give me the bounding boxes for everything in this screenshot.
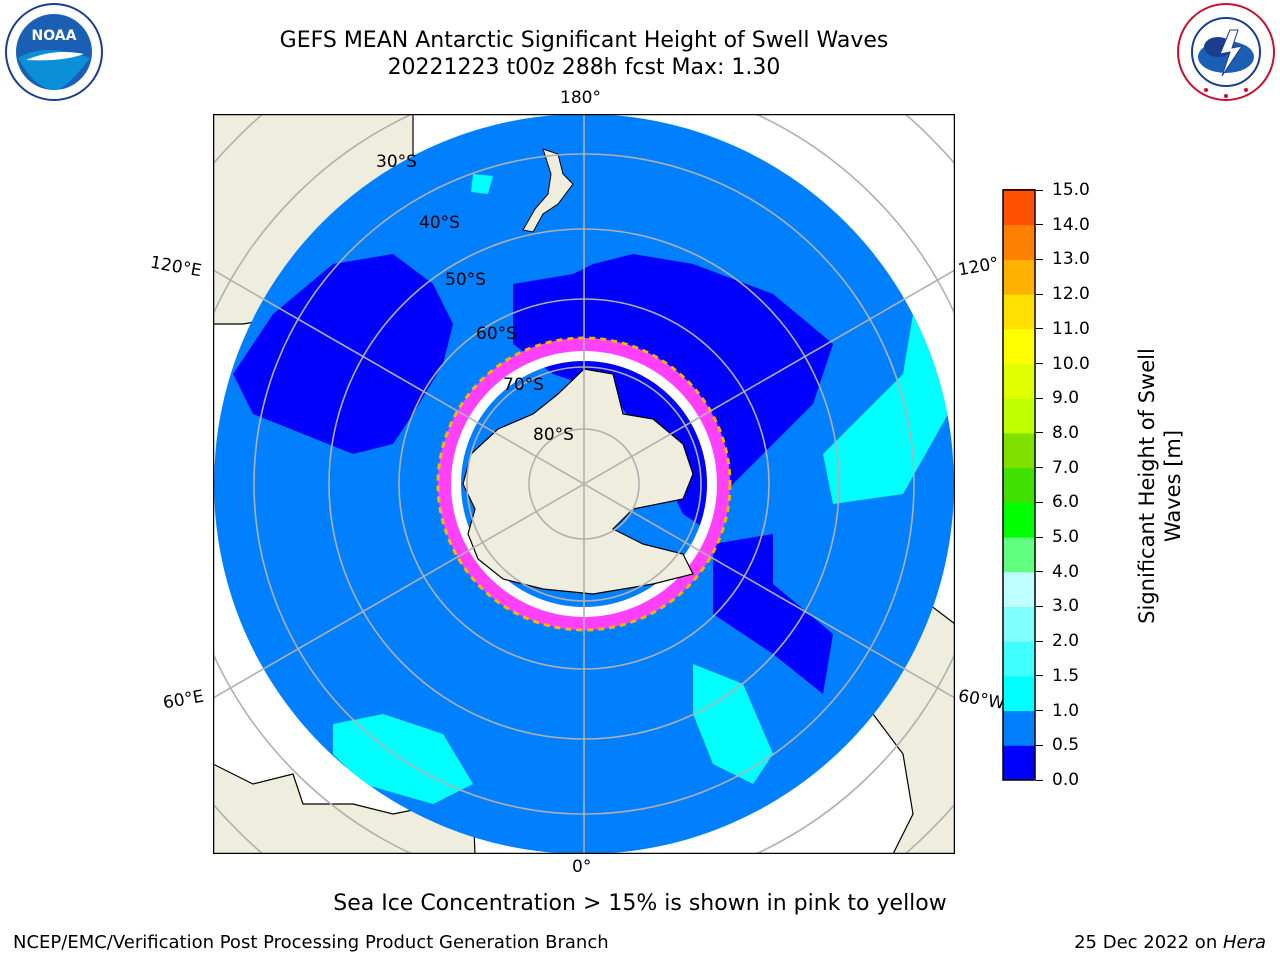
colorbar-tick-mark xyxy=(1036,432,1043,434)
colorbar-segment xyxy=(1003,467,1035,503)
colorbar-segment xyxy=(1003,571,1035,607)
colorbar xyxy=(1002,189,1036,781)
lat-label-50s: 50°S xyxy=(445,270,486,290)
colorbar-segment xyxy=(1003,537,1035,573)
land-new-zealand xyxy=(522,148,574,233)
colorbar-tick-mark xyxy=(1036,779,1043,781)
colorbar-tick-mark xyxy=(1036,710,1043,712)
colorbar-tick-label: 0.0 xyxy=(1052,770,1080,790)
colorbar-tick-mark xyxy=(1036,328,1043,330)
colorbar-segment xyxy=(1003,363,1035,399)
colorbar-segment xyxy=(1003,675,1035,712)
swell-1.0-1.5-region xyxy=(823,314,948,504)
colorbar-tick-label: 0.5 xyxy=(1052,735,1080,756)
colorbar-tick-label: 5.0 xyxy=(1052,527,1080,548)
colorbar-segment xyxy=(1003,502,1035,538)
colorbar-segment xyxy=(1003,259,1035,295)
land-africa xyxy=(213,763,476,854)
lon-label-60e: 60°E xyxy=(161,686,206,714)
graticule xyxy=(213,114,955,854)
colorbar-segment xyxy=(1003,224,1035,260)
colorbar-tick-label: 6.0 xyxy=(1052,492,1080,513)
colorbar-tick-label: 7.0 xyxy=(1052,457,1080,478)
colorbar-segment xyxy=(1003,606,1035,642)
sea-ice-note: Sea Ice Concentration > 15% is shown in … xyxy=(333,891,947,916)
colorbar-tick-label: 8.0 xyxy=(1052,422,1080,443)
colorbar-tick-label: 1.0 xyxy=(1052,700,1080,721)
colorbar-tick-mark xyxy=(1036,675,1043,677)
colorbar-tick-mark xyxy=(1036,363,1043,365)
lon-label-120w: 120° xyxy=(956,253,1001,281)
colorbar-tick-label: 13.0 xyxy=(1052,249,1090,270)
colorbar-segment xyxy=(1003,432,1035,469)
swell-0-0.5-region xyxy=(233,254,453,454)
colorbar-tick-mark xyxy=(1036,501,1043,503)
lon-label-60w: 60°W xyxy=(956,686,1007,714)
noaa-logo-text: NOAA xyxy=(32,28,77,44)
colorbar-segment xyxy=(1003,328,1035,365)
colorbar-tick-mark xyxy=(1036,189,1043,191)
colorbar-tick-label: 1.5 xyxy=(1052,665,1080,686)
colorbar-tick-mark xyxy=(1036,536,1043,538)
colorbar-tick-label: 14.0 xyxy=(1052,214,1090,235)
colorbar-tick-label: 15.0 xyxy=(1052,180,1090,200)
footer-date-text: 25 Dec 2022 on xyxy=(1074,932,1223,953)
colorbar-segment xyxy=(1003,641,1035,677)
colorbar-tick-mark xyxy=(1036,293,1043,295)
colorbar-segment xyxy=(1003,294,1035,330)
lon-label-180: 180° xyxy=(560,88,601,108)
colorbar-tick-mark xyxy=(1036,467,1043,469)
colorbar-tick-label: 3.0 xyxy=(1052,596,1080,617)
colorbar-label-line2: Waves [m] xyxy=(1161,429,1185,543)
colorbar-tick-mark xyxy=(1036,744,1043,746)
colorbar-tick-mark xyxy=(1036,224,1043,226)
chart-subtitle: 20221223 t00z 288h fcst Max: 1.30 xyxy=(387,55,781,80)
colorbar-segment xyxy=(1003,745,1035,781)
footer-date: 25 Dec 2022 on Hera xyxy=(1074,932,1266,953)
colorbar-segment xyxy=(1003,710,1035,746)
lat-label-30s: 30°S xyxy=(376,152,417,172)
colorbar-tick-mark xyxy=(1036,640,1043,642)
colorbar-tick-label: 4.0 xyxy=(1052,561,1080,582)
swell-1.0-1.5-region xyxy=(471,174,493,194)
colorbar-label: Significant Height of Swell Waves [m] xyxy=(1134,286,1186,686)
lon-label-0: 0° xyxy=(572,857,592,877)
swell-0-0.5-region xyxy=(713,534,833,694)
lat-label-40s: 40°S xyxy=(419,213,460,233)
colorbar-tick-label: 10.0 xyxy=(1052,353,1090,374)
colorbar-segment xyxy=(1003,398,1035,434)
polar-map xyxy=(213,114,955,854)
swell-1.0-1.5-region xyxy=(333,714,473,804)
colorbar-tick-mark xyxy=(1036,258,1043,260)
footer-machine: Hera xyxy=(1222,932,1266,953)
colorbar-label-line1: Significant Height of Swell xyxy=(1135,348,1159,624)
lat-label-80s: 80°S xyxy=(533,425,574,445)
colorbar-tick-mark xyxy=(1036,397,1043,399)
colorbar-tick-label: 12.0 xyxy=(1052,284,1090,305)
nws-logo xyxy=(1177,3,1275,101)
chart-title: GEFS MEAN Antarctic Significant Height o… xyxy=(279,28,889,53)
footer-branch: NCEP/EMC/Verification Post Processing Pr… xyxy=(13,932,609,953)
lon-label-120e: 120°E xyxy=(148,252,204,282)
noaa-logo: NOAA xyxy=(5,3,103,101)
colorbar-tick-label: 11.0 xyxy=(1052,318,1090,339)
colorbar-tick-mark xyxy=(1036,571,1043,573)
swell-1.0-1.5-region xyxy=(693,664,773,784)
lat-label-70s: 70°S xyxy=(503,375,544,395)
colorbar-tick-label: 2.0 xyxy=(1052,631,1080,652)
lat-label-60s: 60°S xyxy=(476,324,517,344)
colorbar-segment xyxy=(1003,190,1035,226)
colorbar-tick-mark xyxy=(1036,605,1043,607)
colorbar-tick-label: 9.0 xyxy=(1052,388,1080,409)
